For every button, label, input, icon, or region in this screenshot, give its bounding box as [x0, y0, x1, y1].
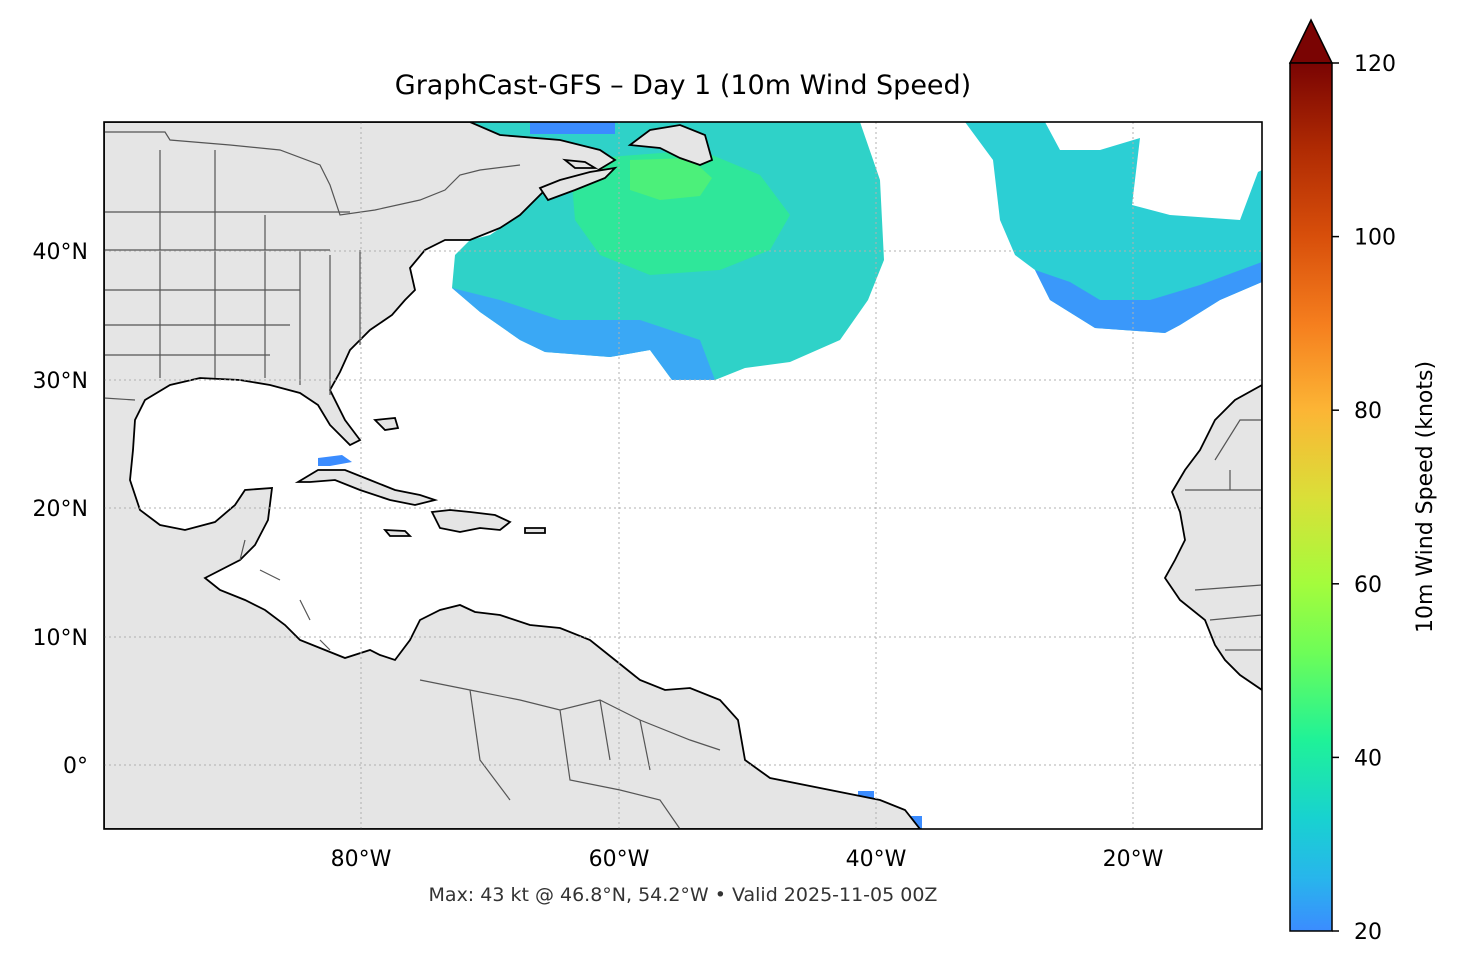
map-frame — [103, 121, 1263, 830]
lon-tick-label: 20°W — [1103, 847, 1164, 872]
lat-tick-label: 10°N — [33, 626, 88, 651]
lat-tick-label: 30°N — [33, 369, 88, 394]
wind-region-caribbean — [318, 455, 352, 466]
wind-edge-azores — [1035, 262, 1262, 333]
pei — [562, 158, 599, 169]
cuba — [294, 469, 439, 506]
puerto-rico — [524, 527, 546, 534]
africa-borders — [1185, 419, 1262, 651]
us-canada-border — [104, 131, 521, 216]
lon-tick-label: 40°W — [846, 847, 907, 872]
wind-region-brazil-a — [858, 791, 874, 801]
lat-tick-label: 40°N — [33, 240, 88, 265]
us-state-lines-a — [104, 211, 350, 356]
wind-region-gulf-st-lawrence — [530, 122, 615, 134]
bahamas — [373, 417, 400, 431]
central-america-borders — [239, 539, 331, 651]
us-mexico-border — [104, 397, 136, 401]
wind-edge-nw-atlantic — [452, 288, 715, 380]
newfoundland — [627, 124, 714, 166]
land — [104, 122, 1262, 829]
lon-tick-label: 80°W — [331, 847, 392, 872]
jamaica — [382, 528, 413, 537]
wind-core-nw-atlantic — [570, 150, 790, 275]
nova-scotia — [538, 166, 618, 202]
south-america-borders — [419, 679, 721, 829]
lon-tick-label: 60°W — [589, 847, 650, 872]
map-title: GraphCast-GFS – Day 1 (10m Wind Speed) — [394, 70, 972, 101]
us-state-lines-b — [159, 150, 361, 395]
lon-tick-labels: 80°W 60°W 40°W 20°W — [331, 847, 1164, 872]
borders — [104, 131, 1262, 829]
lat-tick-labels: 40°N 30°N 20°N 10°N 0° — [33, 240, 88, 779]
wind-core-max — [630, 158, 712, 200]
lat-tick-label: 0° — [63, 754, 88, 779]
wind-region-azores — [965, 122, 1262, 333]
footer-note: Max: 43 kt @ 46.8°N, 54.2°W • Valid 2025… — [428, 884, 938, 906]
hispaniola — [430, 509, 512, 533]
africa-landmass — [1163, 383, 1262, 692]
lat-tick-label: 20°N — [33, 497, 88, 522]
north-america-landmass — [104, 122, 922, 829]
gridlines — [104, 122, 1262, 829]
